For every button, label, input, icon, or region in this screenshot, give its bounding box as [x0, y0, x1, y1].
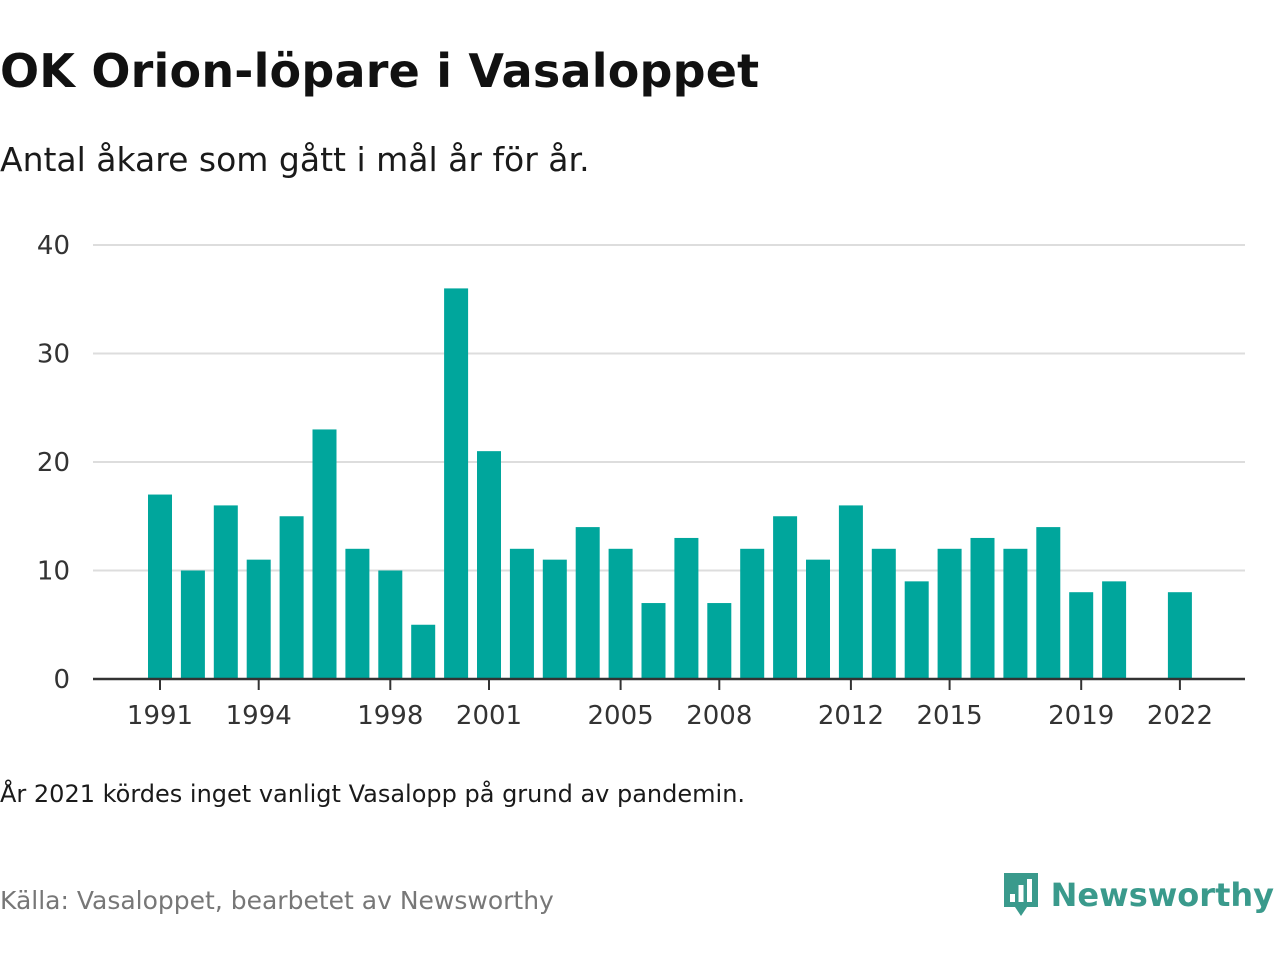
x-tick-label: 2022: [1147, 701, 1213, 731]
x-tick-label: 2001: [456, 701, 522, 731]
bar-1999: [411, 624, 436, 679]
bar-2015: [937, 548, 962, 679]
x-tick-label: 2008: [686, 701, 752, 731]
bar-2010: [773, 516, 798, 679]
bar-2001: [477, 451, 501, 679]
bar-2005: [608, 548, 633, 679]
bar-2000: [444, 288, 469, 679]
chart-title: OK Orion-löpare i Vasaloppet: [0, 44, 760, 98]
bar-2014: [904, 581, 929, 679]
gridlines: [93, 244, 1245, 572]
bar-2020: [1102, 581, 1127, 679]
bar-2004: [575, 527, 600, 679]
source-credit: Källa: Vasaloppet, bearbetet av Newswort…: [0, 886, 554, 915]
x-axis: [93, 677, 1245, 690]
bar-1997: [345, 548, 370, 679]
bar-2011: [806, 559, 830, 679]
bar-2009: [740, 548, 765, 679]
bar-1991: [148, 494, 172, 679]
newsworthy-wordmark: Newsworthy: [1050, 876, 1274, 914]
bar-2019: [1069, 592, 1094, 679]
bar-1995: [279, 516, 304, 679]
bar-chart: 0 10 20 30 40 1991 1994 1998 2001 2005 2008 2012 20…: [37, 231, 1245, 731]
bar-2003: [542, 559, 567, 679]
x-tick-label: 2012: [818, 701, 884, 731]
chart-subtitle: Antal åkare som gått i mål år för år.: [0, 140, 590, 179]
x-tick-label: 1998: [357, 701, 423, 731]
footnote: År 2021 kördes inget vanligt Vasalopp på…: [0, 780, 746, 808]
y-tick-label: 20: [37, 448, 70, 478]
bar-1998: [378, 570, 403, 679]
bar-2012: [838, 505, 863, 679]
bar-2006: [641, 603, 666, 679]
x-tick-label: 1994: [226, 701, 292, 731]
bar-1994: [246, 559, 271, 679]
newsworthy-brand: Newsworthy: [1001, 870, 1274, 920]
y-tick-label: 40: [37, 231, 70, 261]
bar-2017: [1003, 548, 1028, 679]
x-tick-label: 2005: [588, 701, 654, 731]
bar-1992: [180, 570, 205, 679]
bar-2008: [707, 603, 732, 679]
bar-1993: [213, 505, 238, 679]
y-axis-labels: 0 10 20 30 40: [37, 231, 70, 695]
y-tick-label: 30: [37, 340, 70, 370]
bar-2018: [1036, 527, 1061, 679]
bar-2013: [871, 548, 896, 679]
x-tick-label: 2019: [1048, 701, 1114, 731]
bar-2022: [1167, 592, 1192, 679]
x-tick-label: 1991: [127, 701, 193, 731]
bar-2007: [674, 537, 699, 679]
y-tick-label: 0: [53, 665, 70, 695]
bar-2002: [509, 548, 534, 679]
bar-2016: [970, 537, 995, 679]
newsworthy-logo-icon: [1003, 873, 1038, 916]
y-tick-label: 10: [37, 557, 70, 587]
x-tick-label: 2015: [917, 701, 983, 731]
x-axis-labels: 1991 1994 1998 2001 2005 2008 2012 2015 2019 2022: [127, 701, 1213, 731]
bars: [148, 288, 1192, 679]
bar-1996: [312, 429, 337, 679]
